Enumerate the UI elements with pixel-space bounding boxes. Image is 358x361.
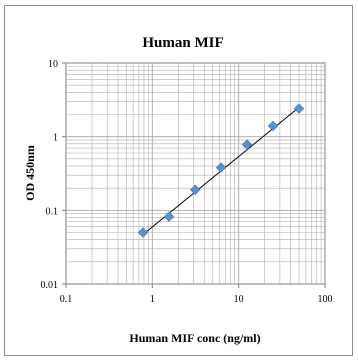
data-point: [267, 120, 279, 132]
data-point: [189, 184, 201, 196]
x-tick-label: 10: [234, 294, 244, 305]
data-point: [241, 139, 253, 150]
y-axis-title: OD 450nm: [23, 145, 37, 201]
y-tick-label: 10: [48, 59, 58, 70]
y-tick-label: 0.01: [41, 280, 59, 291]
data-point: [137, 227, 149, 238]
data-points: [137, 103, 305, 238]
y-tick-label: 1: [53, 133, 58, 144]
plot-area: [65, 62, 326, 285]
data-point: [293, 103, 305, 115]
x-tick-label: 0.1: [60, 294, 73, 305]
x-tick-label: 100: [318, 294, 333, 305]
chart-title: Human MIF: [142, 35, 223, 51]
gridlines: [66, 63, 325, 284]
chart-frame: Human MIF 0.1 1 10 100 0.01 0.1 1 10 Human MIF …: [4, 5, 353, 356]
data-point: [163, 211, 175, 223]
x-tick-label: 1: [150, 294, 155, 305]
x-axis-title: Human MIF conc (ng/ml): [129, 331, 260, 345]
y-tick-label: 0.1: [46, 206, 59, 217]
data-point: [215, 162, 227, 173]
